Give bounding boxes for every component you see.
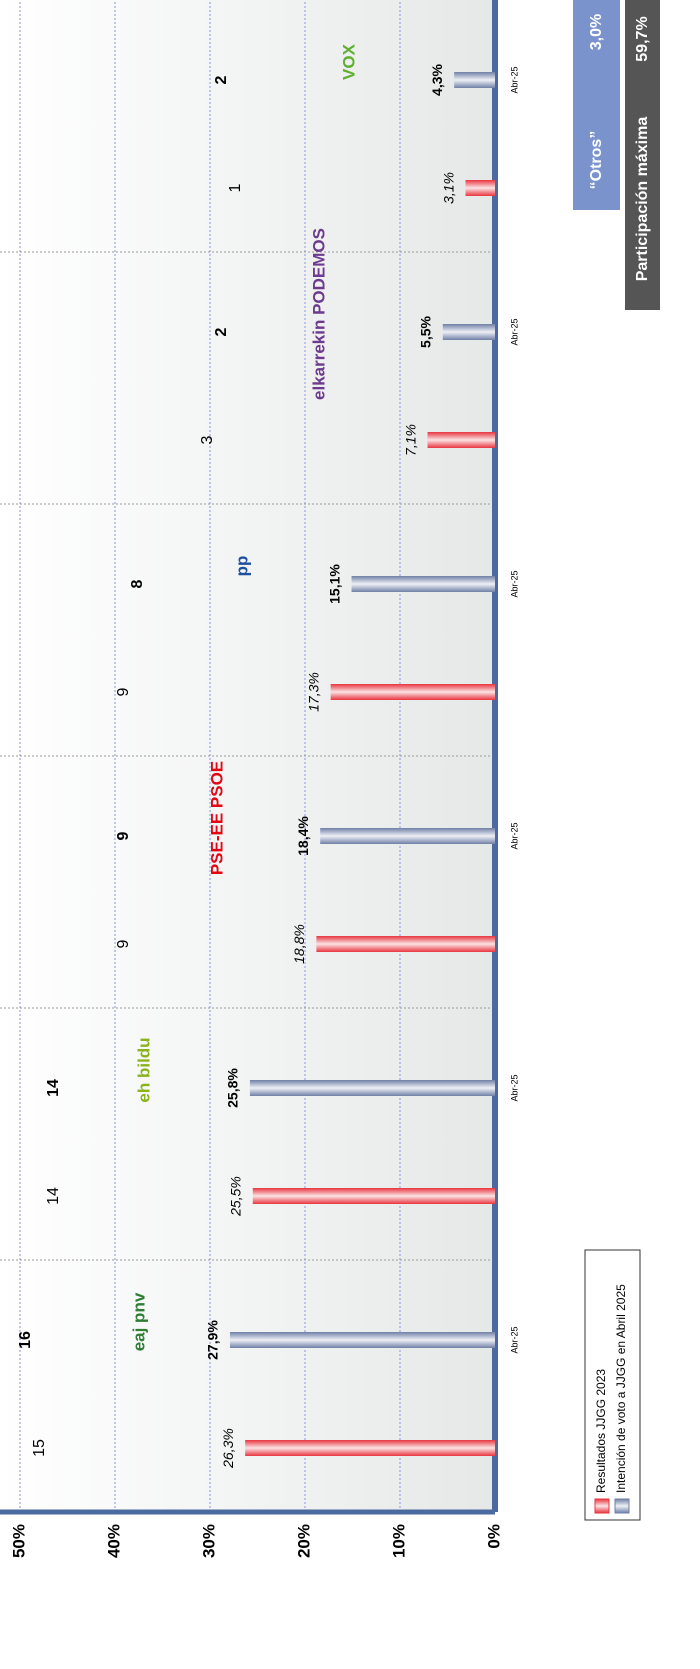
seats-label: 2 (213, 75, 230, 84)
y-tick-label: 40% (104, 1524, 123, 1558)
bar (465, 180, 495, 196)
others-box (573, 0, 620, 210)
bar (442, 324, 495, 340)
plot-background (0, 0, 495, 1512)
seats-label: 2 (213, 327, 230, 336)
value-label: 5,5% (417, 315, 433, 347)
party-logo: eaj pnv (129, 1292, 148, 1351)
period-label: Abr-25 (509, 318, 519, 345)
bar (316, 936, 495, 952)
legend-swatch (594, 1498, 610, 1514)
bar (252, 1188, 495, 1204)
others-label: “Otros” (588, 131, 605, 190)
y-tick-label: 20% (294, 1524, 313, 1558)
seats-label: 14 (45, 1187, 62, 1205)
party-logo: VOX (339, 43, 358, 80)
seats-label: 9 (115, 831, 132, 840)
party-logo: eh bildu (134, 1037, 153, 1102)
value-label: 17,3% (305, 672, 321, 712)
turnout-box (625, 0, 660, 310)
party-logo: pp (232, 556, 251, 577)
seats-label: 9 (115, 939, 132, 948)
y-tick-label: 10% (389, 1524, 408, 1558)
party-logo: elkarrekin PODEMOS (309, 228, 328, 400)
seats-label: 9 (115, 687, 132, 696)
legend-label: Resultados JJGG 2023 (594, 1369, 608, 1493)
y-tick-label: 0% (484, 1524, 503, 1549)
seats-label: 3 (199, 435, 216, 444)
seats-label: 14 (45, 1079, 62, 1097)
bar (249, 1080, 495, 1096)
legend-box (584, 1249, 641, 1521)
value-label: 18,8% (291, 924, 307, 964)
value-label: 15,1% (326, 564, 342, 604)
period-label: Abr-25 (509, 822, 519, 849)
value-label: 18,4% (295, 816, 311, 856)
others-value: 3,0% (588, 14, 605, 50)
bar (229, 1332, 495, 1348)
seats-label: 16 (17, 1331, 34, 1349)
value-label: 7,1% (402, 424, 418, 456)
value-label: 25,5% (227, 1176, 243, 1217)
period-label: Abr-25 (509, 1074, 519, 1101)
seats-label: 8 (129, 579, 146, 588)
period-label: Abr-25 (509, 66, 519, 93)
legend-swatch (614, 1498, 630, 1514)
party-logo: PSE-EE PSOE (207, 761, 226, 875)
value-label: 25,8% (225, 1068, 241, 1108)
turnout-label: Participación máxima (634, 117, 651, 282)
bar (330, 684, 495, 700)
bar (427, 432, 495, 448)
y-tick-label: 30% (199, 1524, 218, 1558)
value-label: 4,3% (429, 63, 445, 95)
bar (351, 576, 495, 592)
value-label: 27,9% (205, 1320, 221, 1360)
period-label: Abr-25 (509, 1326, 519, 1353)
y-tick-label: 50% (9, 1524, 28, 1558)
value-label: 26,3% (220, 1428, 236, 1469)
turnout-value: 59,7% (634, 16, 651, 61)
value-label: 3,1% (440, 172, 456, 204)
bar (454, 72, 495, 88)
seats-label: 15 (31, 1439, 48, 1457)
bar (320, 828, 496, 844)
seats-label: 1 (227, 183, 244, 192)
period-label: Abr-25 (509, 570, 519, 597)
bar (245, 1440, 495, 1456)
rotated-chart: 0% 10% 20% 30% 40% 50% eaj pnv 26,3% 15 27,9% 16 Ab… (0, 0, 660, 1558)
legend-label: Intención de voto a JJGG en Abril 2025 (614, 1284, 628, 1493)
